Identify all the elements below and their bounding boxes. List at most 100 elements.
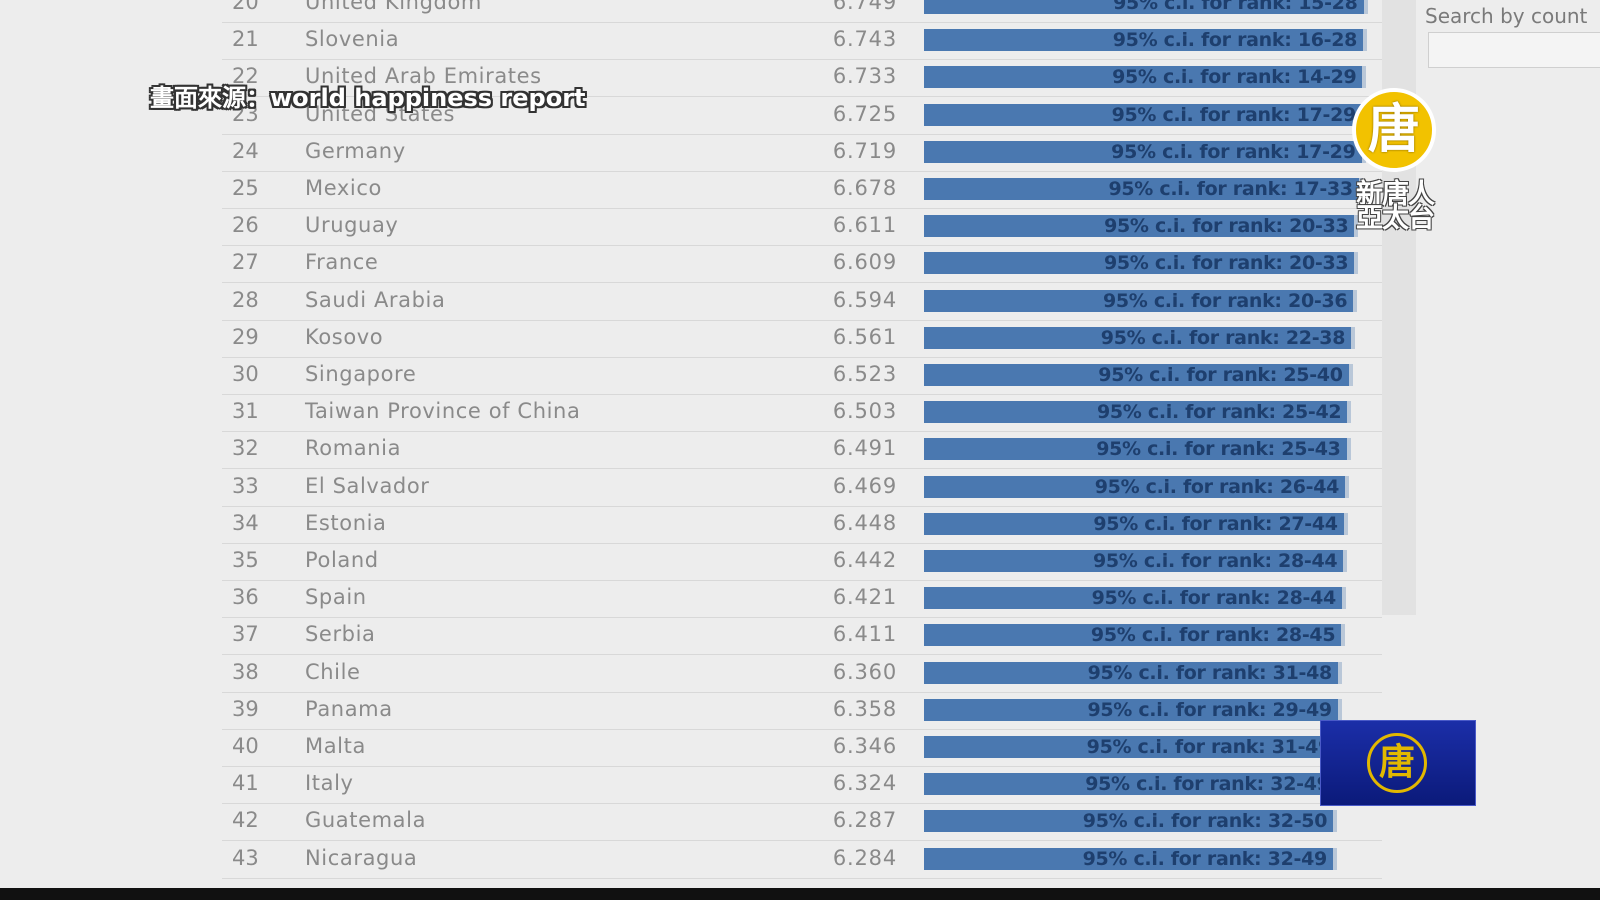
score-cell: 6.346 xyxy=(832,734,897,758)
score-cell: 6.725 xyxy=(832,101,897,126)
rank-cell: 42 xyxy=(232,808,259,833)
score-cell: 6.448 xyxy=(832,510,897,535)
table-row[interactable]: 38 Chile 6.360 95% c.i. for rank: 31-48 xyxy=(222,654,1382,693)
table-row[interactable]: 20 United Kingdom 6.749 95% c.i. for rank: … xyxy=(222,0,1382,23)
rank-cell: 24 xyxy=(232,138,259,163)
score-cell: 6.358 xyxy=(832,696,897,721)
score-bar: 95% c.i. for rank: 27-44 xyxy=(924,512,1348,535)
search-label: Search by count xyxy=(1425,4,1588,28)
score-bar: 95% c.i. for rank: 20-36 xyxy=(924,289,1358,312)
logo-text-line2: 亞太台 xyxy=(1356,203,1435,234)
rank-cell: 35 xyxy=(232,548,259,572)
rank-cell: 21 xyxy=(232,27,259,52)
country-cell: Mexico xyxy=(305,176,382,200)
country-cell: Saudi Arabia xyxy=(305,287,446,312)
score-bar: 95% c.i. for rank: 17-29 xyxy=(924,140,1366,163)
table-row[interactable]: 35 Poland 6.442 95% c.i. for rank: 28-44 xyxy=(222,542,1382,581)
ci-label: 95% c.i. for rank: 32-50 xyxy=(1082,810,1328,833)
search-input[interactable] xyxy=(1428,32,1600,68)
channel-logo: 唐 新唐人 亞太台 xyxy=(1340,88,1450,238)
country-cell: United Arab Emirates xyxy=(305,64,542,89)
video-bottom-bar xyxy=(0,888,1600,900)
ci-label: 95% c.i. for rank: 20-33 xyxy=(1103,252,1349,275)
score-cell: 6.611 xyxy=(832,213,897,238)
country-cell: France xyxy=(305,250,379,275)
score-bar: 95% c.i. for rank: 22-38 xyxy=(924,326,1356,349)
ci-label: 95% c.i. for rank: 20-36 xyxy=(1102,289,1348,312)
score-bar: 95% c.i. for rank: 25-43 xyxy=(924,438,1351,461)
ci-label: 95% c.i. for rank: 32-49 xyxy=(1085,773,1330,796)
score-cell: 6.284 xyxy=(832,845,897,870)
score-bar: 95% c.i. for rank: 26-44 xyxy=(924,475,1350,498)
table-row[interactable]: 31 Taiwan Province of China 6.503 95% c.i. … xyxy=(222,393,1382,433)
score-bar: 95% c.i. for rank: 32-49 xyxy=(924,773,1340,796)
score-bar: 95% c.i. for rank: 32-50 xyxy=(924,810,1338,833)
table-row[interactable]: 21 Slovenia 6.743 95% c.i. for rank: 16-28 xyxy=(222,21,1382,61)
table-row[interactable]: 36 Spain 6.421 95% c.i. for rank: 28-44 xyxy=(222,579,1382,619)
happiness-ranking-table: 20 United Kingdom 6.749 95% c.i. for rank: … xyxy=(222,0,1382,888)
score-cell: 6.678 xyxy=(832,176,897,200)
score-cell: 6.561 xyxy=(832,324,897,349)
score-cell: 6.523 xyxy=(832,362,897,386)
score-bar: 95% c.i. for rank: 17-29 xyxy=(924,103,1366,126)
table-row[interactable]: 24 Germany 6.719 95% c.i. for rank: 17-29 xyxy=(222,133,1382,172)
score-cell: 6.719 xyxy=(832,138,897,163)
country-cell: United States xyxy=(305,101,456,126)
table-row[interactable]: 34 Estonia 6.448 95% c.i. for rank: 27-44 xyxy=(222,505,1382,544)
rank-cell: 41 xyxy=(232,771,259,796)
country-cell: Poland xyxy=(305,548,379,572)
country-cell: Malta xyxy=(305,734,366,758)
table-row[interactable]: 22 United Arab Emirates 6.733 95% c.i. for … xyxy=(222,58,1382,98)
ci-label: 95% c.i. for rank: 17-29 xyxy=(1111,103,1357,126)
table-row[interactable]: 23 United States 6.725 95% c.i. for rank: 1… xyxy=(222,96,1382,135)
country-cell: Singapore xyxy=(305,362,417,386)
rank-cell: 27 xyxy=(232,250,259,275)
table-row[interactable]: 27 France 6.609 95% c.i. for rank: 20-33 xyxy=(222,244,1382,284)
rank-cell: 38 xyxy=(232,659,259,684)
table-row[interactable]: 26 Uruguay 6.611 95% c.i. for rank: 20-33 xyxy=(222,207,1382,247)
country-cell: Guatemala xyxy=(305,808,427,833)
ci-label: 95% c.i. for rank: 29-49 xyxy=(1087,698,1332,721)
table-row[interactable]: 30 Singapore 6.523 95% c.i. for rank: 25-40 xyxy=(222,356,1382,395)
table-row[interactable]: 33 El Salvador 6.469 95% c.i. for rank: 26-… xyxy=(222,468,1382,507)
table-row[interactable]: 41 Italy 6.324 95% c.i. for rank: 32-49 xyxy=(222,765,1382,805)
ci-label: 95% c.i. for rank: 22-38 xyxy=(1100,326,1346,349)
rank-cell: 26 xyxy=(232,213,259,238)
ci-label: 95% c.i. for rank: 20-33 xyxy=(1104,215,1349,238)
country-cell: El Salvador xyxy=(305,473,430,498)
table-row[interactable]: 42 Guatemala 6.287 95% c.i. for rank: 32-50 xyxy=(222,802,1382,842)
score-cell: 6.442 xyxy=(832,548,897,572)
country-cell: Taiwan Province of China xyxy=(305,399,581,424)
rank-cell: 29 xyxy=(232,324,259,349)
table-row[interactable]: 37 Serbia 6.411 95% c.i. for rank: 28-45 xyxy=(222,616,1382,656)
country-cell: Estonia xyxy=(305,510,387,535)
country-cell: Serbia xyxy=(305,622,376,647)
score-bar: 95% c.i. for rank: 28-45 xyxy=(924,624,1346,647)
ci-label: 95% c.i. for rank: 28-44 xyxy=(1092,550,1338,572)
score-bar: 95% c.i. for rank: 14-29 xyxy=(924,66,1367,89)
rank-cell: 32 xyxy=(232,436,259,461)
table-row[interactable]: 43 Nicaragua 6.284 95% c.i. for rank: 32-49 xyxy=(222,840,1382,879)
country-cell: United Kingdom xyxy=(305,0,482,14)
country-cell: Panama xyxy=(305,696,393,721)
score-cell: 6.411 xyxy=(832,622,897,647)
table-row[interactable]: 25 Mexico 6.678 95% c.i. for rank: 17-33 xyxy=(222,170,1382,209)
table-row[interactable]: 29 Kosovo 6.561 95% c.i. for rank: 22-38 xyxy=(222,319,1382,358)
table-row[interactable]: 39 Panama 6.358 95% c.i. for rank: 29-49 xyxy=(222,691,1382,730)
ci-label: 95% c.i. for rank: 17-33 xyxy=(1108,178,1353,200)
table-row[interactable]: 40 Malta 6.346 95% c.i. for rank: 31-49 xyxy=(222,728,1382,767)
rank-cell: 30 xyxy=(232,362,259,386)
country-cell: Chile xyxy=(305,659,361,684)
country-cell: Uruguay xyxy=(305,213,399,238)
score-bar: 95% c.i. for rank: 20-33 xyxy=(924,215,1359,238)
rank-cell: 37 xyxy=(232,622,259,647)
rank-cell: 33 xyxy=(232,473,259,498)
ci-label: 95% c.i. for rank: 25-40 xyxy=(1098,364,1343,386)
country-cell: Nicaragua xyxy=(305,845,418,870)
source-caption: 畫面來源：world happiness report xyxy=(150,84,586,112)
rank-cell: 25 xyxy=(232,176,259,200)
ci-label: 95% c.i. for rank: 17-29 xyxy=(1111,140,1356,163)
table-row[interactable]: 28 Saudi Arabia 6.594 95% c.i. for rank: 20… xyxy=(222,282,1382,321)
table-row[interactable]: 32 Romania 6.491 95% c.i. for rank: 25-43 xyxy=(222,430,1382,470)
